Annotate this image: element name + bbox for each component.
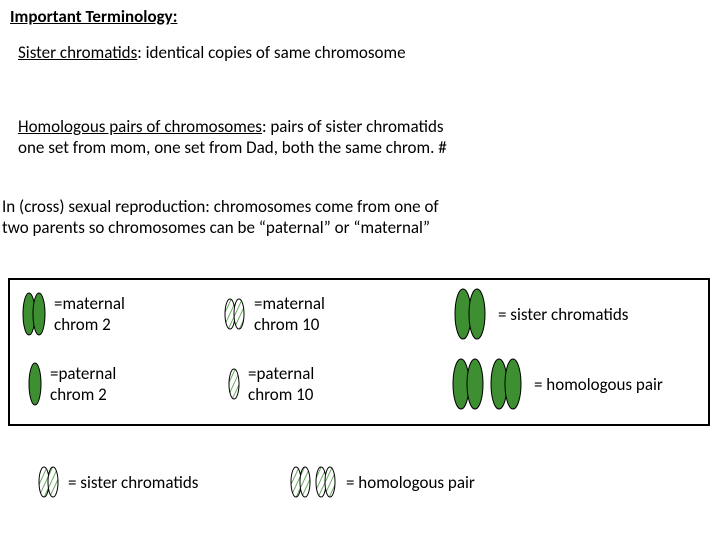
term-sister: Sister chromatids <box>18 42 137 63</box>
def-homologous: : pairs of sister chromatids <box>262 116 444 137</box>
label-homologous-large: = homologous pair <box>534 374 663 395</box>
definition-homologous: Homologous pairs of chromosomes: pairs o… <box>18 116 447 159</box>
row-maternal-chrom10: =maternal chrom 10 <box>224 290 354 338</box>
chromatid-pair-icon <box>450 286 490 342</box>
label-homologous-small: = homologous pair <box>346 472 475 493</box>
chromatid-pair-icon <box>22 290 46 338</box>
def-sister: : identical copies of same chromosome <box>137 42 405 63</box>
def-homologous-line2: one set from mom, one set from Dad, both… <box>18 137 447 158</box>
definition-sister: Sister chromatids: identical copies of s… <box>18 42 406 63</box>
chromatid-pair-icon <box>38 462 60 502</box>
row-sister-large: = sister chromatids <box>450 286 628 342</box>
label-maternal-chrom10: =maternal chrom 10 <box>254 293 354 335</box>
chromatid-homologous-icon <box>450 356 526 412</box>
cross-line2: two parents so chromosomes can be “pater… <box>2 217 430 238</box>
row-paternal-chrom10: =paternal chrom 10 <box>228 360 348 408</box>
chromatid-pair-icon <box>224 290 246 338</box>
row-maternal-chrom2: =maternal chrom 2 <box>22 290 150 338</box>
cross-line1: In (cross) sexual reproduction: chromoso… <box>2 196 439 217</box>
label-sister-large: = sister chromatids <box>498 304 628 325</box>
label-paternal-chrom10: =paternal chrom 10 <box>248 363 348 405</box>
chromatid-single-icon <box>228 360 240 408</box>
row-homologous-large: = homologous pair <box>450 356 663 412</box>
page-title: Important Terminology: <box>10 6 177 27</box>
label-maternal-chrom2: =maternal chrom 2 <box>54 293 150 335</box>
row-sister-small: = sister chromatids <box>38 462 198 502</box>
row-paternal-chrom2: =paternal chrom 2 <box>28 360 146 408</box>
paragraph-cross: In (cross) sexual reproduction: chromoso… <box>2 196 439 239</box>
row-homologous-small: = homologous pair <box>290 462 475 502</box>
label-sister-small: = sister chromatids <box>68 472 198 493</box>
label-paternal-chrom2: =paternal chrom 2 <box>50 363 146 405</box>
term-homologous: Homologous pairs of chromosomes <box>18 116 262 137</box>
chromatid-single-icon <box>28 360 42 408</box>
chromatid-homologous-icon <box>290 462 338 502</box>
